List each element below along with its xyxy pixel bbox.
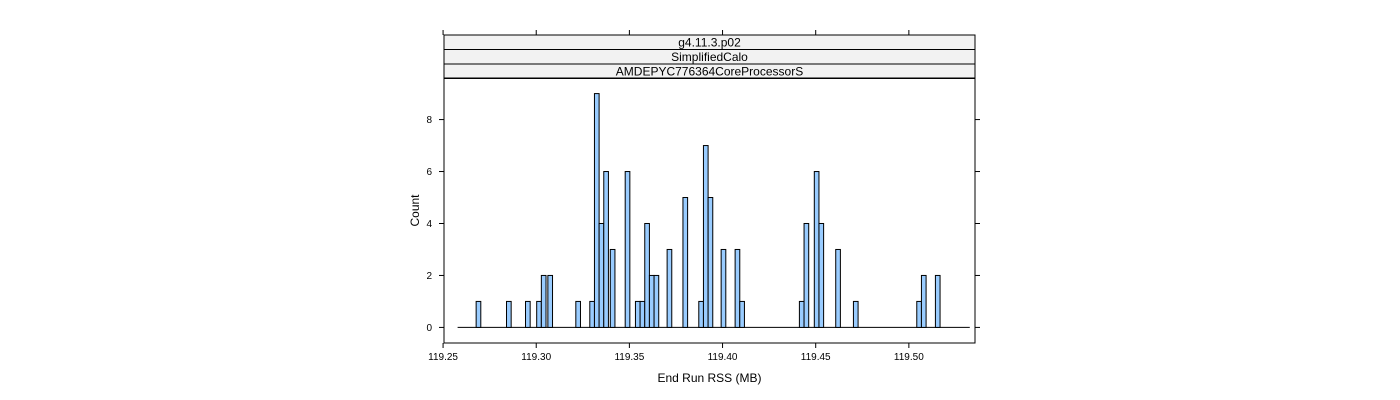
histogram-bar bbox=[634, 300, 641, 328]
histogram-bar bbox=[682, 197, 689, 328]
strip-label: g4.11.3.p02 bbox=[678, 35, 741, 49]
histogram-bar bbox=[818, 222, 825, 328]
histogram-bar bbox=[835, 248, 841, 328]
x-tick-label: 119.30 bbox=[521, 352, 551, 363]
histogram-bar bbox=[648, 274, 655, 328]
histogram-bar bbox=[575, 300, 581, 328]
strip-label: SimplifiedCalo bbox=[671, 50, 748, 64]
bars bbox=[475, 93, 941, 328]
histogram-bar bbox=[603, 171, 609, 328]
histogram-bar bbox=[644, 222, 650, 328]
y-tick-label: 8 bbox=[426, 115, 432, 126]
x-tick-label: 119.50 bbox=[894, 352, 924, 363]
histogram-bar bbox=[639, 300, 646, 328]
histogram-bar bbox=[653, 274, 660, 328]
strip-headers: g4.11.3.p02SimplifiedCaloAMDEPYC776364Co… bbox=[443, 34, 976, 79]
x-tick-label: 119.25 bbox=[428, 352, 458, 363]
histogram-bar bbox=[803, 222, 810, 328]
histogram-bar bbox=[734, 248, 741, 328]
y-tick-label: 6 bbox=[426, 167, 432, 178]
histogram-bar bbox=[536, 300, 542, 328]
histogram-bar bbox=[920, 274, 927, 328]
histogram-bar bbox=[506, 300, 512, 328]
histogram-bar bbox=[593, 93, 600, 328]
histogram-bar bbox=[852, 300, 859, 328]
histogram-bar bbox=[739, 300, 745, 328]
histogram-bar bbox=[916, 300, 922, 328]
histogram-bar bbox=[666, 248, 673, 328]
histogram-bar bbox=[798, 300, 805, 328]
histogram-bar bbox=[609, 248, 616, 328]
histogram-bar bbox=[589, 300, 595, 328]
histogram-bar bbox=[475, 300, 482, 328]
x-tick-label: 119.40 bbox=[708, 352, 738, 363]
y-tick-label: 2 bbox=[426, 271, 432, 282]
histogram-bar bbox=[813, 171, 820, 328]
histogram-bar bbox=[702, 145, 709, 328]
x-tick-label: 119.35 bbox=[614, 352, 644, 363]
x-axis-title: End Run RSS (MB) bbox=[657, 371, 761, 385]
histogram-bar bbox=[698, 300, 704, 328]
histogram-bar bbox=[624, 171, 631, 328]
histogram-bar bbox=[720, 248, 727, 328]
histogram-bar bbox=[934, 274, 941, 328]
strip-label: AMDEPYC776364CoreProcessorS bbox=[616, 64, 803, 78]
x-tick-label: 119.45 bbox=[801, 352, 831, 363]
histogram-bar bbox=[547, 274, 554, 328]
histogram-bar bbox=[707, 197, 714, 328]
histogram-bar bbox=[525, 300, 531, 328]
y-axis: 0 2 4 6 8 bbox=[426, 115, 980, 334]
y-axis-title: Count bbox=[408, 194, 422, 227]
x-axis: 119.25 119.30 119.35 119.40 119.45 119.50 bbox=[428, 30, 924, 363]
histogram-bar bbox=[598, 222, 605, 328]
histogram-bar bbox=[540, 274, 547, 328]
plot-panel bbox=[443, 77, 976, 344]
y-tick-label: 0 bbox=[426, 323, 432, 334]
y-tick-label: 4 bbox=[426, 219, 432, 230]
